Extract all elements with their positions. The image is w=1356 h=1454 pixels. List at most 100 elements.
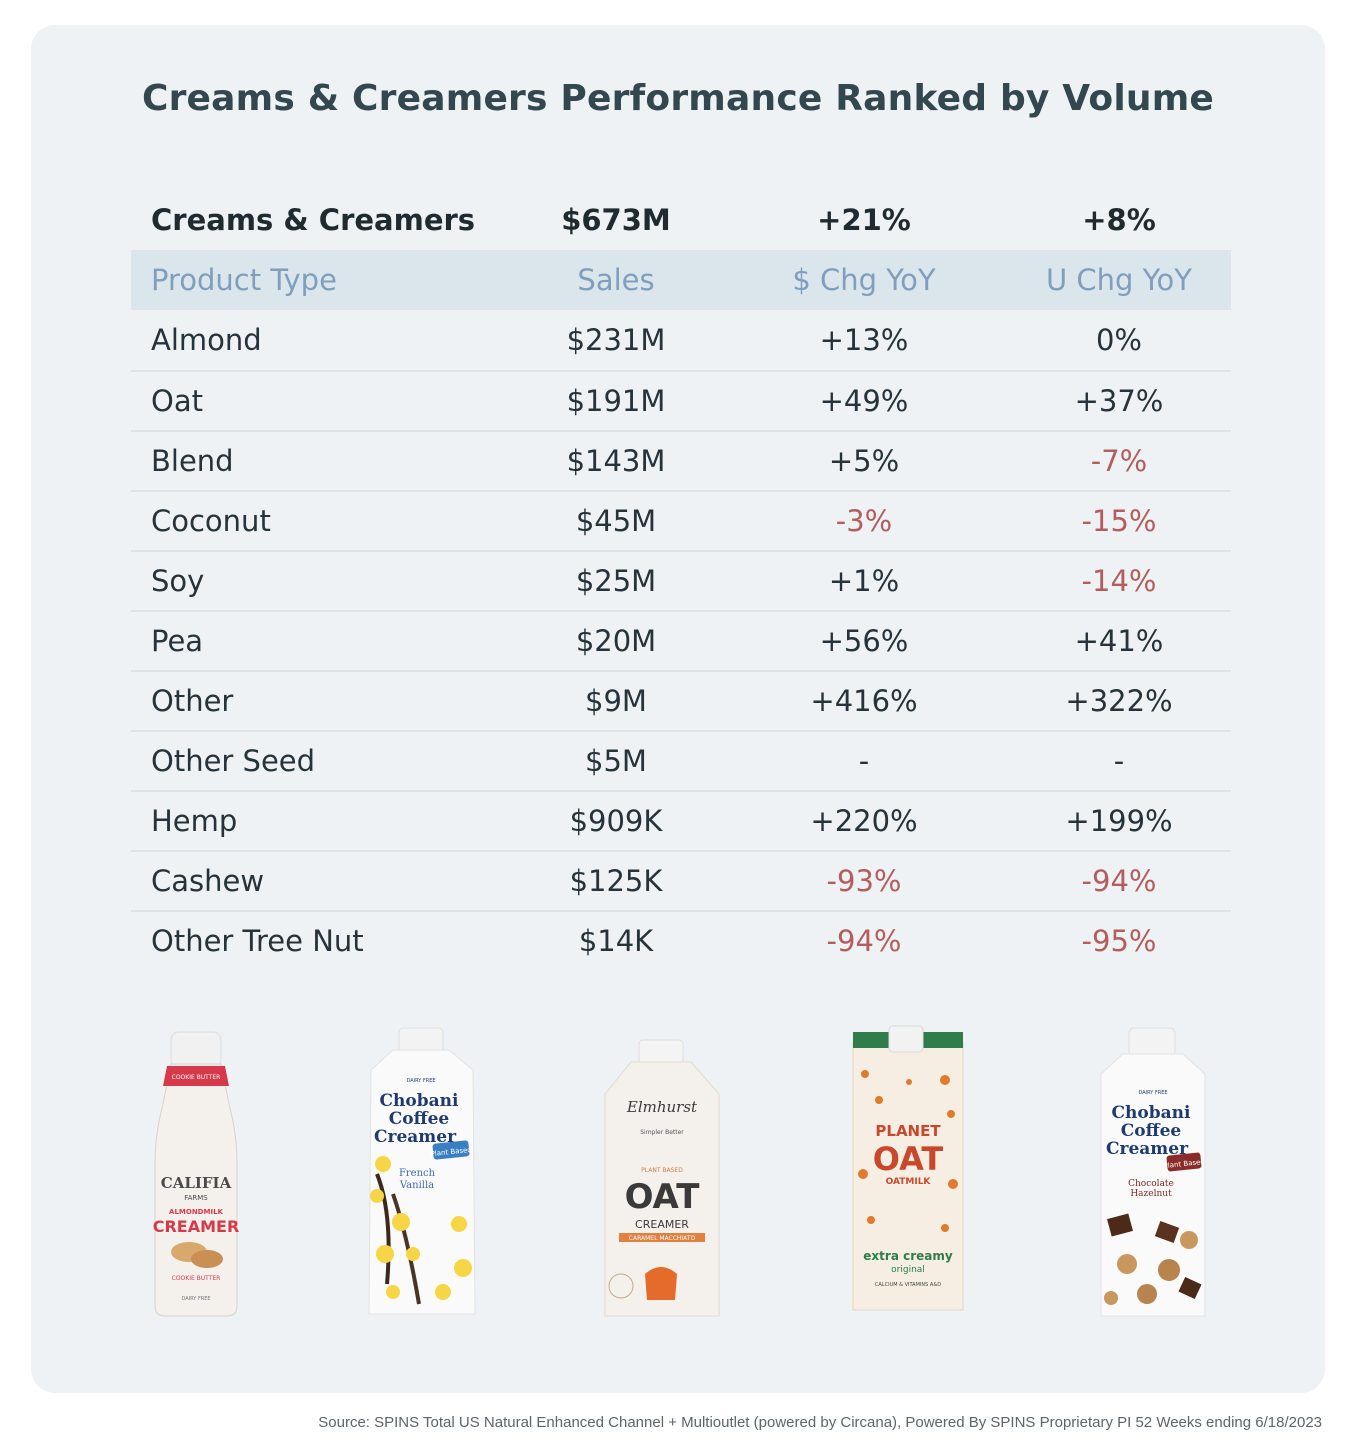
svg-text:Chobani: Chobani xyxy=(1112,1103,1191,1123)
svg-text:COOKIE BUTTER: COOKIE BUTTER xyxy=(172,1275,221,1282)
svg-text:original: original xyxy=(891,1265,925,1275)
svg-text:CREAMER: CREAMER xyxy=(635,1218,689,1231)
svg-text:CALCIUM & VITAMINS A&D: CALCIUM & VITAMINS A&D xyxy=(875,1282,941,1288)
performance-table: Creams & Creamers $673M +21% +8% Product… xyxy=(131,190,1231,970)
svg-text:Creamer: Creamer xyxy=(374,1127,457,1147)
unit-chg-cell: +199% xyxy=(1065,804,1173,838)
svg-text:Coffee: Coffee xyxy=(1121,1121,1182,1141)
unit-chg-cell: -95% xyxy=(1081,924,1157,958)
dollar-chg-cell: -93% xyxy=(826,864,902,898)
unit-chg-cell: -14% xyxy=(1081,564,1157,598)
total-label: Creams & Creamers xyxy=(151,203,476,237)
table-row: Coconut $45M -3% -15% xyxy=(131,490,1231,550)
column-header-dollar-chg: $ Chg YoY xyxy=(792,263,936,297)
svg-text:PLANET: PLANET xyxy=(875,1122,941,1140)
svg-text:DAIRY FREE: DAIRY FREE xyxy=(181,1296,210,1302)
product-type-cell: Soy xyxy=(151,564,205,598)
califia-creamer-bottle-image: COOKIE BUTTER CALIFIA FARMS ALMONDMILK C… xyxy=(153,1031,240,1317)
unit-chg-cell: -94% xyxy=(1081,864,1157,898)
unit-chg-cell: - xyxy=(1113,744,1125,778)
sales-cell: $9M xyxy=(585,684,647,718)
table-row: Pea $20M +56% +41% xyxy=(131,610,1231,670)
table-row: Other Tree Nut $14K -94% -95% xyxy=(131,910,1231,970)
svg-text:DAIRY FREE: DAIRY FREE xyxy=(1138,1090,1167,1096)
product-type-cell: Other xyxy=(151,684,234,718)
total-dollar-chg: +21% xyxy=(817,203,911,237)
column-header-product-type: Product Type xyxy=(151,263,337,297)
sales-cell: $909K xyxy=(569,804,663,838)
califia-brand-text: CALIFIA xyxy=(161,1174,232,1192)
svg-text:PLANT BASED: PLANT BASED xyxy=(641,1167,683,1174)
dollar-chg-cell: -3% xyxy=(835,504,893,538)
table-row: Other $9M +416% +322% xyxy=(131,670,1231,730)
unit-chg-cell: +37% xyxy=(1074,384,1164,418)
unit-chg-cell: +41% xyxy=(1074,624,1164,658)
header-row: Product Type Sales $ Chg YoY U Chg YoY xyxy=(131,250,1231,310)
product-type-cell: Oat xyxy=(151,384,203,418)
table-row: Cashew $125K -93% -94% xyxy=(131,850,1231,910)
table-row: Blend $143M +5% -7% xyxy=(131,430,1231,490)
total-sales: $673M xyxy=(561,203,671,237)
column-header-sales: Sales xyxy=(577,263,655,297)
product-type-cell: Pea xyxy=(151,624,204,658)
table-row: Almond $231M +13% 0% xyxy=(131,310,1231,370)
svg-text:Vanilla: Vanilla xyxy=(399,1180,434,1191)
product-type-cell: Almond xyxy=(151,323,262,357)
svg-text:Hazelnut: Hazelnut xyxy=(1130,1189,1172,1199)
sales-cell: $143M xyxy=(566,444,666,478)
sales-cell: $191M xyxy=(566,384,666,418)
dollar-chg-cell: +5% xyxy=(828,444,900,478)
svg-text:COOKIE BUTTER: COOKIE BUTTER xyxy=(172,1074,221,1081)
svg-text:CARAMEL MACCHIATO: CARAMEL MACCHIATO xyxy=(629,1235,696,1242)
product-type-cell: Blend xyxy=(151,444,234,478)
dollar-chg-cell: +416% xyxy=(810,684,918,718)
svg-text:OAT: OAT xyxy=(873,1140,944,1178)
source-note: Source: SPINS Total US Natural Enhanced … xyxy=(318,1414,1322,1431)
table-row: Soy $25M +1% -14% xyxy=(131,550,1231,610)
dollar-chg-cell: +56% xyxy=(819,624,909,658)
table-row: Oat $191M +49% +37% xyxy=(131,370,1231,430)
product-type-cell: Other Seed xyxy=(151,744,316,778)
total-unit-chg: +8% xyxy=(1082,203,1156,237)
svg-text:Simpler Better: Simpler Better xyxy=(640,1129,684,1136)
sales-cell: $125K xyxy=(569,864,663,898)
dollar-chg-cell: -94% xyxy=(826,924,902,958)
svg-text:OATMILK: OATMILK xyxy=(886,1177,932,1187)
chobani-french-vanilla-carton-image: DAIRY FREE Chobani Coffee Creamer Plant … xyxy=(368,1027,476,1315)
svg-text:DAIRY FREE: DAIRY FREE xyxy=(406,1078,435,1084)
unit-chg-cell: -7% xyxy=(1090,444,1148,478)
sales-cell: $5M xyxy=(585,744,647,778)
total-row: Creams & Creamers $673M +21% +8% xyxy=(131,190,1231,250)
unit-chg-cell: +322% xyxy=(1065,684,1173,718)
sales-cell: $25M xyxy=(575,564,657,598)
svg-text:FARMS: FARMS xyxy=(184,1194,208,1202)
planet-oat-carton-image: PLANET OAT OATMILK extra creamy original… xyxy=(852,1025,964,1311)
svg-text:OAT: OAT xyxy=(625,1177,701,1217)
table-row: Hemp $909K +220% +199% xyxy=(131,790,1231,850)
unit-chg-cell: -15% xyxy=(1081,504,1157,538)
product-type-cell: Cashew xyxy=(151,864,265,898)
dollar-chg-cell: +1% xyxy=(828,564,900,598)
sales-cell: $14K xyxy=(578,924,654,958)
svg-text:CREAMER: CREAMER xyxy=(153,1217,240,1236)
dollar-chg-cell: +220% xyxy=(810,804,918,838)
svg-text:ALMONDMILK: ALMONDMILK xyxy=(169,1208,223,1216)
product-type-cell: Hemp xyxy=(151,804,238,838)
svg-text:extra creamy: extra creamy xyxy=(863,1249,953,1263)
chart-title: Creams & Creamers Performance Ranked by … xyxy=(141,78,1215,119)
product-type-cell: Coconut xyxy=(151,504,271,538)
chobani-chocolate-hazelnut-carton-image: DAIRY FREE Chobani Coffee Creamer Plant … xyxy=(1100,1027,1206,1317)
sales-cell: $20M xyxy=(575,624,657,658)
svg-text:Chobani: Chobani xyxy=(380,1091,459,1111)
svg-text:Chocolate: Chocolate xyxy=(1128,1179,1174,1189)
dollar-chg-cell: +13% xyxy=(819,323,909,357)
product-images: COOKIE BUTTER CALIFIA FARMS ALMONDMILK C… xyxy=(131,1024,1231,1324)
table-row: Other Seed $5M - - xyxy=(131,730,1231,790)
table-body: Almond $231M +13% 0% Oat $191M +49% +37% Blend $1… xyxy=(131,310,1231,970)
svg-text:Coffee: Coffee xyxy=(389,1109,450,1129)
dollar-chg-cell: +49% xyxy=(819,384,909,418)
elmhurst-oat-creamer-carton-image: Elmhurst Simpler Better PLANT BASED OAT … xyxy=(604,1039,720,1317)
dollar-chg-cell: - xyxy=(858,744,870,778)
sales-cell: $45M xyxy=(575,504,657,538)
svg-text:Creamer: Creamer xyxy=(1106,1139,1189,1159)
